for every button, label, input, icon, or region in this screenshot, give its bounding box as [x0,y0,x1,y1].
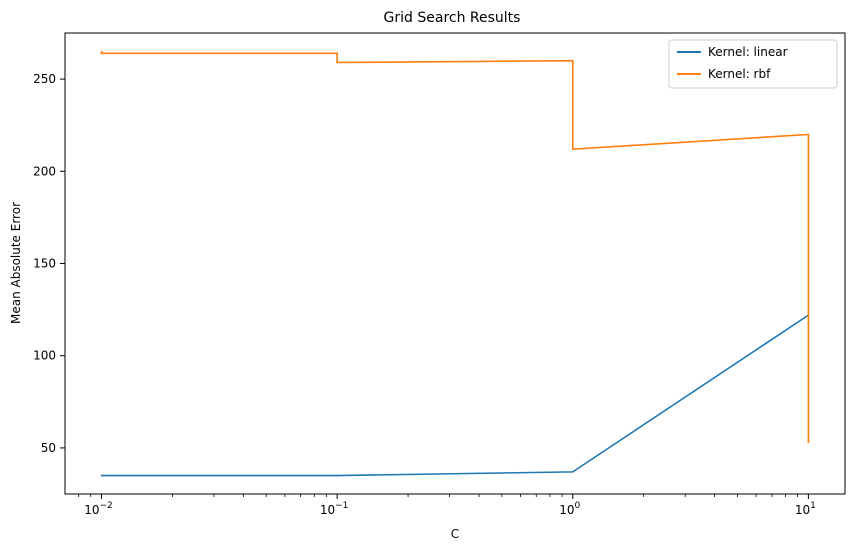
y-tick-label: 50 [41,441,56,455]
x-axis-label: C [451,527,459,541]
data-point-1 [336,61,338,64]
data-point-0 [336,474,338,477]
x-tick-label: 101 [795,501,816,517]
legend-box [668,39,838,89]
data-point-1 [100,52,103,55]
data-point-0 [571,471,574,473]
chart-title: Grid Search Results [384,10,521,26]
data-point-1 [807,133,810,136]
data-point-1 [807,441,810,444]
data-point-1 [336,52,338,55]
data-point-1 [100,50,103,53]
data-point-1 [571,59,574,62]
legend: Kernel: linear Kernel: rbf [668,39,838,89]
data-point-0 [100,474,103,477]
x-tick-label: 10−1 [320,501,349,517]
legend-label-linear: Kernel: linear [708,45,788,59]
series-line-0 [101,314,809,477]
plot-area [64,32,846,495]
x-tick-label: 100 [559,501,580,517]
y-axis-label: Mean Absolute Error [9,202,23,324]
y-tick-label: 250 [33,72,56,86]
y-tick-label: 200 [33,164,56,178]
y-tick-label: 150 [33,257,56,271]
legend-label-rbf: Kernel: rbf [708,67,771,81]
y-tick-label: 100 [33,349,56,363]
axis-ticks: 10−2 10−1 100 101 50 100 150 200 250 [33,72,816,517]
data-point-1 [571,148,574,150]
x-tick-label: 10−2 [84,501,113,517]
series-line-1 [100,51,810,443]
series-layer [100,50,810,477]
